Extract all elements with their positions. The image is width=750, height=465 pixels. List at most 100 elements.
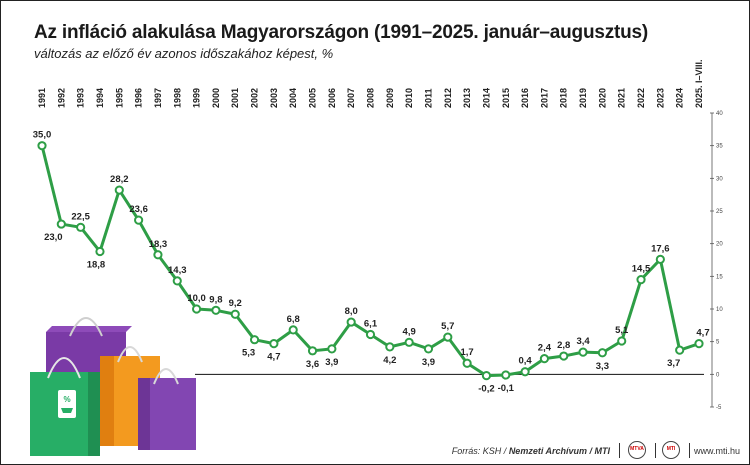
x-tick-label: 2025. I–VIII.: [694, 59, 704, 108]
data-point: [269, 339, 279, 349]
data-point: [481, 371, 492, 381]
data-label: 14,3: [168, 265, 187, 276]
data-label: -0,1: [498, 383, 515, 394]
data-label: 4,9: [403, 326, 416, 337]
x-tick-label: 2017: [539, 88, 549, 108]
data-point: [288, 325, 298, 335]
data-point: [114, 185, 124, 195]
data-label: 8,0: [345, 306, 358, 317]
data-label: 23,0: [44, 232, 63, 243]
data-label: 23,6: [129, 204, 148, 215]
x-tick-label: 2021: [617, 88, 627, 108]
website-link[interactable]: www.mti.hu: [693, 446, 740, 456]
data-label: 22,5: [71, 211, 90, 222]
x-tick-label: 1996: [134, 88, 144, 108]
data-point: [462, 358, 472, 368]
data-point: [520, 367, 530, 377]
data-point: [443, 332, 453, 342]
y-tick-label: 10: [716, 307, 723, 313]
data-point: [539, 354, 550, 364]
data-point: [134, 215, 144, 225]
x-tick-label: 2003: [269, 88, 279, 108]
x-tick-label: 2012: [443, 88, 453, 108]
data-point: [211, 305, 221, 315]
y-tick-label: 30: [716, 176, 723, 182]
x-tick-label: 2022: [636, 88, 646, 108]
svg-text:%: %: [63, 395, 70, 404]
x-tick-label: 2007: [346, 88, 356, 108]
data-label: 9,2: [229, 298, 242, 309]
source-credit: Forrás: KSH / Nemzeti Archívum / MTI: [452, 446, 610, 456]
x-tick-label: 1995: [114, 88, 124, 108]
data-point: [617, 336, 627, 346]
data-label: -0,2: [478, 384, 494, 395]
data-label: 4,2: [383, 355, 396, 366]
data-label: 10,0: [187, 293, 206, 304]
data-label: 1,7: [461, 347, 474, 358]
data-point: [307, 346, 318, 356]
x-axis-year-labels: 1991 1992 1993 1994 1995 1996 1997 1998 1999 2000…: [37, 59, 704, 108]
x-tick-label: 2014: [481, 88, 491, 108]
data-point: [37, 141, 47, 151]
x-tick-label: 1992: [56, 88, 66, 108]
data-point: [655, 254, 665, 264]
data-label: 17,6: [651, 243, 670, 254]
data-label: 4,7: [696, 328, 709, 339]
x-tick-label: 2016: [520, 88, 530, 108]
data-label: 3,9: [422, 357, 435, 368]
data-point: [95, 246, 105, 257]
data-label: 5,3: [242, 348, 255, 359]
x-tick-label: 2011: [423, 88, 433, 108]
mti-logo: MTI: [662, 441, 680, 459]
y-tick-label: 40: [716, 111, 723, 117]
data-label: 5,7: [441, 321, 454, 332]
footer-separator: [619, 443, 620, 458]
data-point: [694, 339, 704, 349]
y-axis: -5 0 5 10 15 20 25 30 35 40: [710, 111, 723, 411]
data-label: 18,8: [87, 260, 106, 271]
y-tick-label: 25: [716, 209, 723, 215]
data-point: [56, 219, 66, 229]
x-tick-label: 1994: [95, 88, 105, 108]
y-tick-label: 5: [716, 340, 720, 346]
x-tick-label: 2005: [308, 88, 318, 108]
data-point: [230, 309, 240, 319]
x-tick-label: 1991: [37, 88, 47, 108]
data-label: 14,5: [632, 264, 651, 275]
x-tick-label: 2006: [327, 88, 337, 108]
x-tick-label: 1993: [76, 88, 86, 108]
data-label: 3,7: [667, 358, 680, 369]
inflation-series-line: [40, 145, 700, 378]
x-tick-label: 2009: [385, 88, 395, 108]
data-labels: 35,0 23,0 22,5 18,8 28,2 23,6 18,3 14,3 10,0 9,8 9…: [33, 130, 710, 395]
x-tick-label: 2020: [597, 88, 607, 108]
data-label: 3,3: [596, 361, 609, 372]
data-label: 2,8: [557, 340, 570, 351]
data-point: [327, 344, 337, 354]
y-tick-label: 35: [716, 144, 723, 150]
data-label: 3,4: [576, 336, 590, 347]
data-point: [191, 304, 202, 314]
x-tick-label: 2019: [578, 88, 588, 108]
y-tick-label: 20: [716, 242, 723, 248]
shopping-bags-illustration: %: [30, 317, 196, 456]
data-point: [597, 348, 607, 358]
chart-title: Az infláció alakulása Magyarországon (19…: [34, 22, 649, 43]
data-point: [423, 344, 434, 354]
data-label: 6,1: [364, 318, 378, 329]
data-point: [76, 222, 86, 232]
data-point: [172, 276, 182, 286]
data-point: [346, 317, 356, 327]
data-label: 18,3: [149, 239, 168, 250]
data-point: [153, 250, 163, 260]
y-tick-label: 0: [716, 372, 720, 378]
data-point: [578, 347, 588, 357]
chart-subtitle: változás az előző év azonos időszakához …: [34, 46, 334, 61]
data-label: 2,4: [538, 343, 552, 354]
data-label: 0,4: [518, 356, 532, 367]
data-point: [501, 370, 511, 380]
x-tick-label: 2015: [501, 88, 511, 108]
data-label: 5,1: [615, 325, 629, 336]
y-tick-label: -5: [716, 405, 722, 411]
